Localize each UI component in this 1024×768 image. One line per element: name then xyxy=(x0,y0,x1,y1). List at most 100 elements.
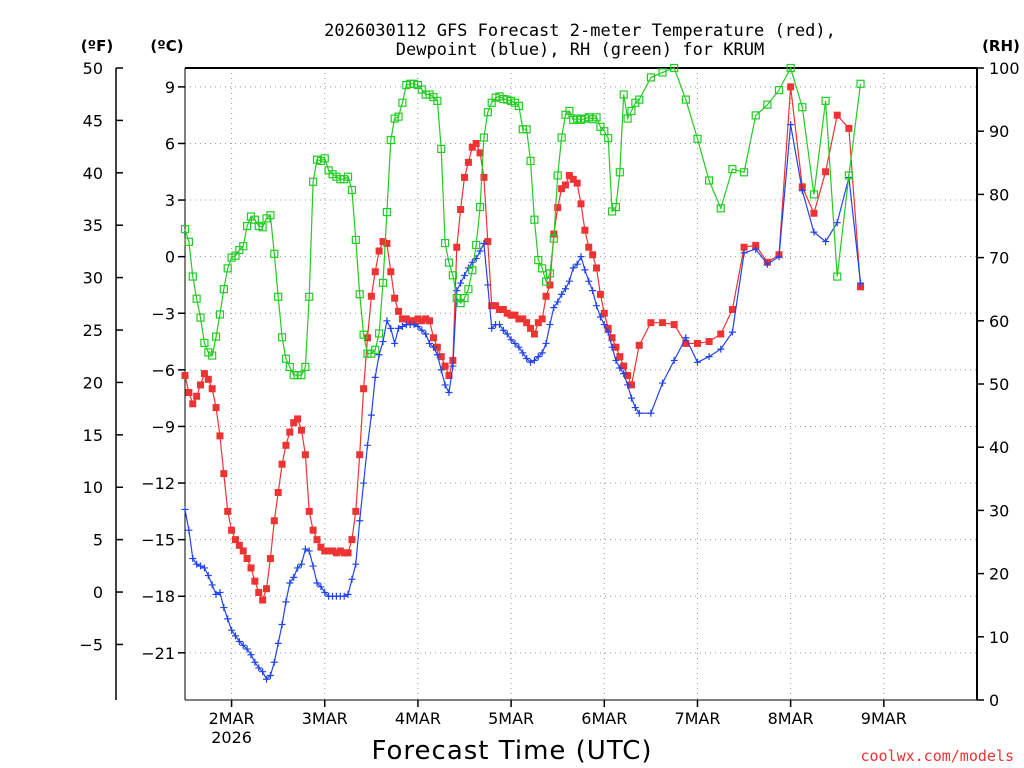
rh-point xyxy=(371,345,380,354)
rh-point xyxy=(483,108,492,117)
dewpoint-point xyxy=(550,304,558,312)
temperature-point xyxy=(297,426,305,434)
dewpoint-point xyxy=(259,668,267,676)
rh-tick-label: 40 xyxy=(989,438,1009,457)
dewpoint-point xyxy=(635,409,643,417)
rh-point xyxy=(553,171,562,180)
f-tick-label: 10 xyxy=(83,478,103,497)
dewpoint-point xyxy=(717,345,725,353)
credit-link[interactable]: coolwx.com/models xyxy=(860,747,1014,765)
temperature-point xyxy=(290,419,298,427)
f-tick-label: 20 xyxy=(83,373,103,392)
temperature-point xyxy=(495,305,503,313)
rh-point xyxy=(196,313,205,322)
rh-point xyxy=(549,234,558,243)
temperature-point xyxy=(624,372,632,380)
temperature-point xyxy=(305,507,313,515)
rh-tick-label: 90 xyxy=(989,122,1009,141)
dewpoint-point xyxy=(503,330,511,338)
dewpoint-point xyxy=(441,381,449,389)
rh-point xyxy=(538,264,547,273)
dewpoint-point xyxy=(363,441,371,449)
dewpoint-point xyxy=(429,343,437,351)
dewpoint-point xyxy=(383,317,391,325)
dewpoint-point xyxy=(449,362,457,370)
rh-point xyxy=(798,103,807,112)
temperature-point xyxy=(216,432,224,440)
temperature-point xyxy=(212,404,220,412)
dewpoint-point xyxy=(480,239,488,247)
dewpoint-point xyxy=(577,253,585,261)
rh-tick-label: 0 xyxy=(989,691,999,710)
rh-point xyxy=(239,242,248,251)
rh-point xyxy=(448,271,457,280)
temperature-point xyxy=(274,488,282,496)
temperature-point xyxy=(542,292,550,300)
rh-point xyxy=(460,293,469,303)
dewpoint-point xyxy=(294,564,302,572)
dewpoint-point xyxy=(546,321,554,329)
temperature-point xyxy=(360,385,368,393)
rh-point xyxy=(192,294,201,303)
temperature-point xyxy=(468,143,476,151)
rh-tick-label: 80 xyxy=(989,185,1009,204)
rh-tick-label: 50 xyxy=(989,375,1009,394)
rh-point xyxy=(200,338,209,348)
temperature-point xyxy=(670,321,678,329)
temperature-point xyxy=(189,400,197,408)
temperature-point xyxy=(204,375,212,383)
temperature-point xyxy=(822,168,830,176)
axes xyxy=(184,67,978,701)
rh-point xyxy=(856,79,865,88)
temperature-point xyxy=(395,307,403,315)
rh-point xyxy=(786,63,795,73)
dewpoint-point xyxy=(573,260,581,268)
temperature-point xyxy=(317,543,325,551)
rh-point xyxy=(297,371,306,380)
temperature-point xyxy=(523,319,531,327)
x-tick-label: 9MAR xyxy=(861,709,907,728)
rh-point xyxy=(545,269,555,278)
temperature-point xyxy=(476,149,484,157)
temperature-point xyxy=(340,549,348,557)
f-tick-label: −5 xyxy=(79,635,103,654)
rh-point xyxy=(468,266,477,275)
x-tick-label: 6MAR xyxy=(581,709,627,728)
dewpoint-point xyxy=(461,272,469,280)
temperature-point xyxy=(301,451,309,459)
x-tick-label: 7MAR xyxy=(674,709,720,728)
dewpoint-point xyxy=(507,336,515,344)
temperature-point xyxy=(530,330,538,338)
temperature-point xyxy=(332,549,340,557)
temperature-point xyxy=(402,315,410,323)
rh-point xyxy=(728,165,737,174)
rh-point xyxy=(763,100,772,109)
dewpoint-point xyxy=(290,573,298,581)
dewpoint-line xyxy=(184,124,862,681)
dewpoint-point xyxy=(266,671,274,679)
temperature-point xyxy=(321,547,329,555)
dewpoint-point xyxy=(616,364,624,372)
rh-point xyxy=(375,329,384,338)
dewpoint-point xyxy=(593,302,601,310)
f-tick-label: 50 xyxy=(83,59,103,78)
x-tick-label: 8MAR xyxy=(768,709,814,728)
dewpoint-point xyxy=(558,290,566,298)
rh-point xyxy=(266,211,275,220)
rh-point xyxy=(774,86,784,95)
temperature-point xyxy=(375,247,383,255)
temperature-point xyxy=(499,305,507,313)
dewpoint-point xyxy=(495,321,503,329)
dewpoint-point xyxy=(231,632,239,640)
rh-point xyxy=(751,111,760,120)
dewpoint-point xyxy=(371,373,379,381)
rh-point xyxy=(646,73,655,82)
rh-point xyxy=(223,264,232,273)
rh-point xyxy=(565,106,574,116)
dewpoint-point xyxy=(527,358,535,366)
data-series xyxy=(180,63,865,683)
temperature-point xyxy=(554,204,562,212)
unit-rh-label: (RH) xyxy=(982,37,1020,55)
temperature-point xyxy=(185,388,193,396)
